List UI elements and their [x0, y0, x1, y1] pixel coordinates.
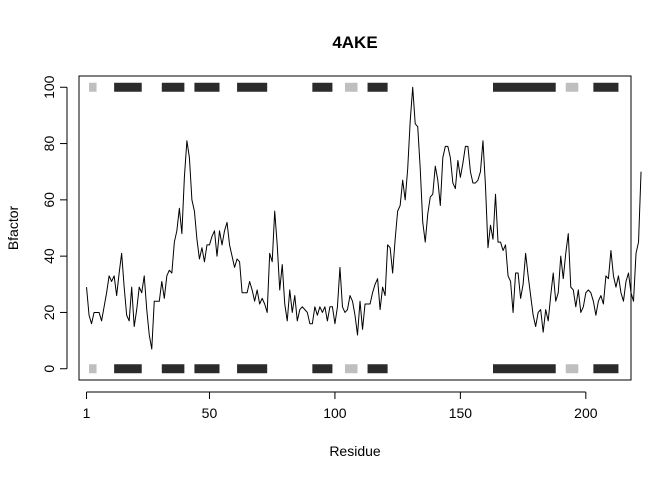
helix-block	[593, 364, 619, 374]
helix-block	[194, 364, 220, 374]
x-tick-label: 150	[449, 405, 473, 421]
x-tick-label: 100	[323, 405, 347, 421]
helix-block	[367, 82, 388, 92]
strand-block	[344, 364, 358, 374]
helix-block	[237, 364, 268, 374]
y-axis: 0 20 40 60 80 100	[41, 75, 68, 373]
y-tick-label: 80	[41, 136, 57, 152]
helix-block	[194, 82, 220, 92]
y-tick-label: 40	[41, 248, 57, 264]
chart-title: 4AKE	[332, 33, 377, 52]
helix-block	[312, 82, 333, 92]
y-tick-label: 0	[41, 365, 57, 373]
helix-block	[237, 82, 268, 92]
x-axis: 1 50 100 150 200	[83, 391, 598, 421]
strand-block	[89, 364, 97, 374]
strand-block	[565, 364, 579, 374]
helix-block	[114, 364, 142, 374]
sse-track-top	[89, 82, 619, 92]
x-tick-label: 200	[574, 405, 598, 421]
y-tick-label: 20	[41, 304, 57, 320]
strand-block	[89, 82, 97, 92]
helix-block	[312, 364, 333, 374]
helix-block	[161, 364, 185, 374]
plot-frame	[78, 75, 632, 381]
helix-block	[367, 364, 388, 374]
series-group	[86, 86, 642, 350]
helix-block	[114, 82, 142, 92]
bfactor-line	[86, 86, 642, 350]
helix-block	[493, 82, 556, 92]
sse-track-bottom	[89, 364, 619, 374]
x-axis-label: Residue	[329, 443, 381, 459]
y-axis-label: Bfactor	[5, 205, 21, 250]
y-tick-label: 100	[41, 75, 57, 99]
x-tick-label: 50	[202, 405, 218, 421]
helix-block	[593, 82, 619, 92]
y-tick-label: 60	[41, 192, 57, 208]
helix-block	[493, 364, 556, 374]
strand-block	[565, 82, 579, 92]
strand-block	[344, 82, 358, 92]
x-tick-label: 1	[83, 405, 91, 421]
helix-block	[161, 82, 185, 92]
